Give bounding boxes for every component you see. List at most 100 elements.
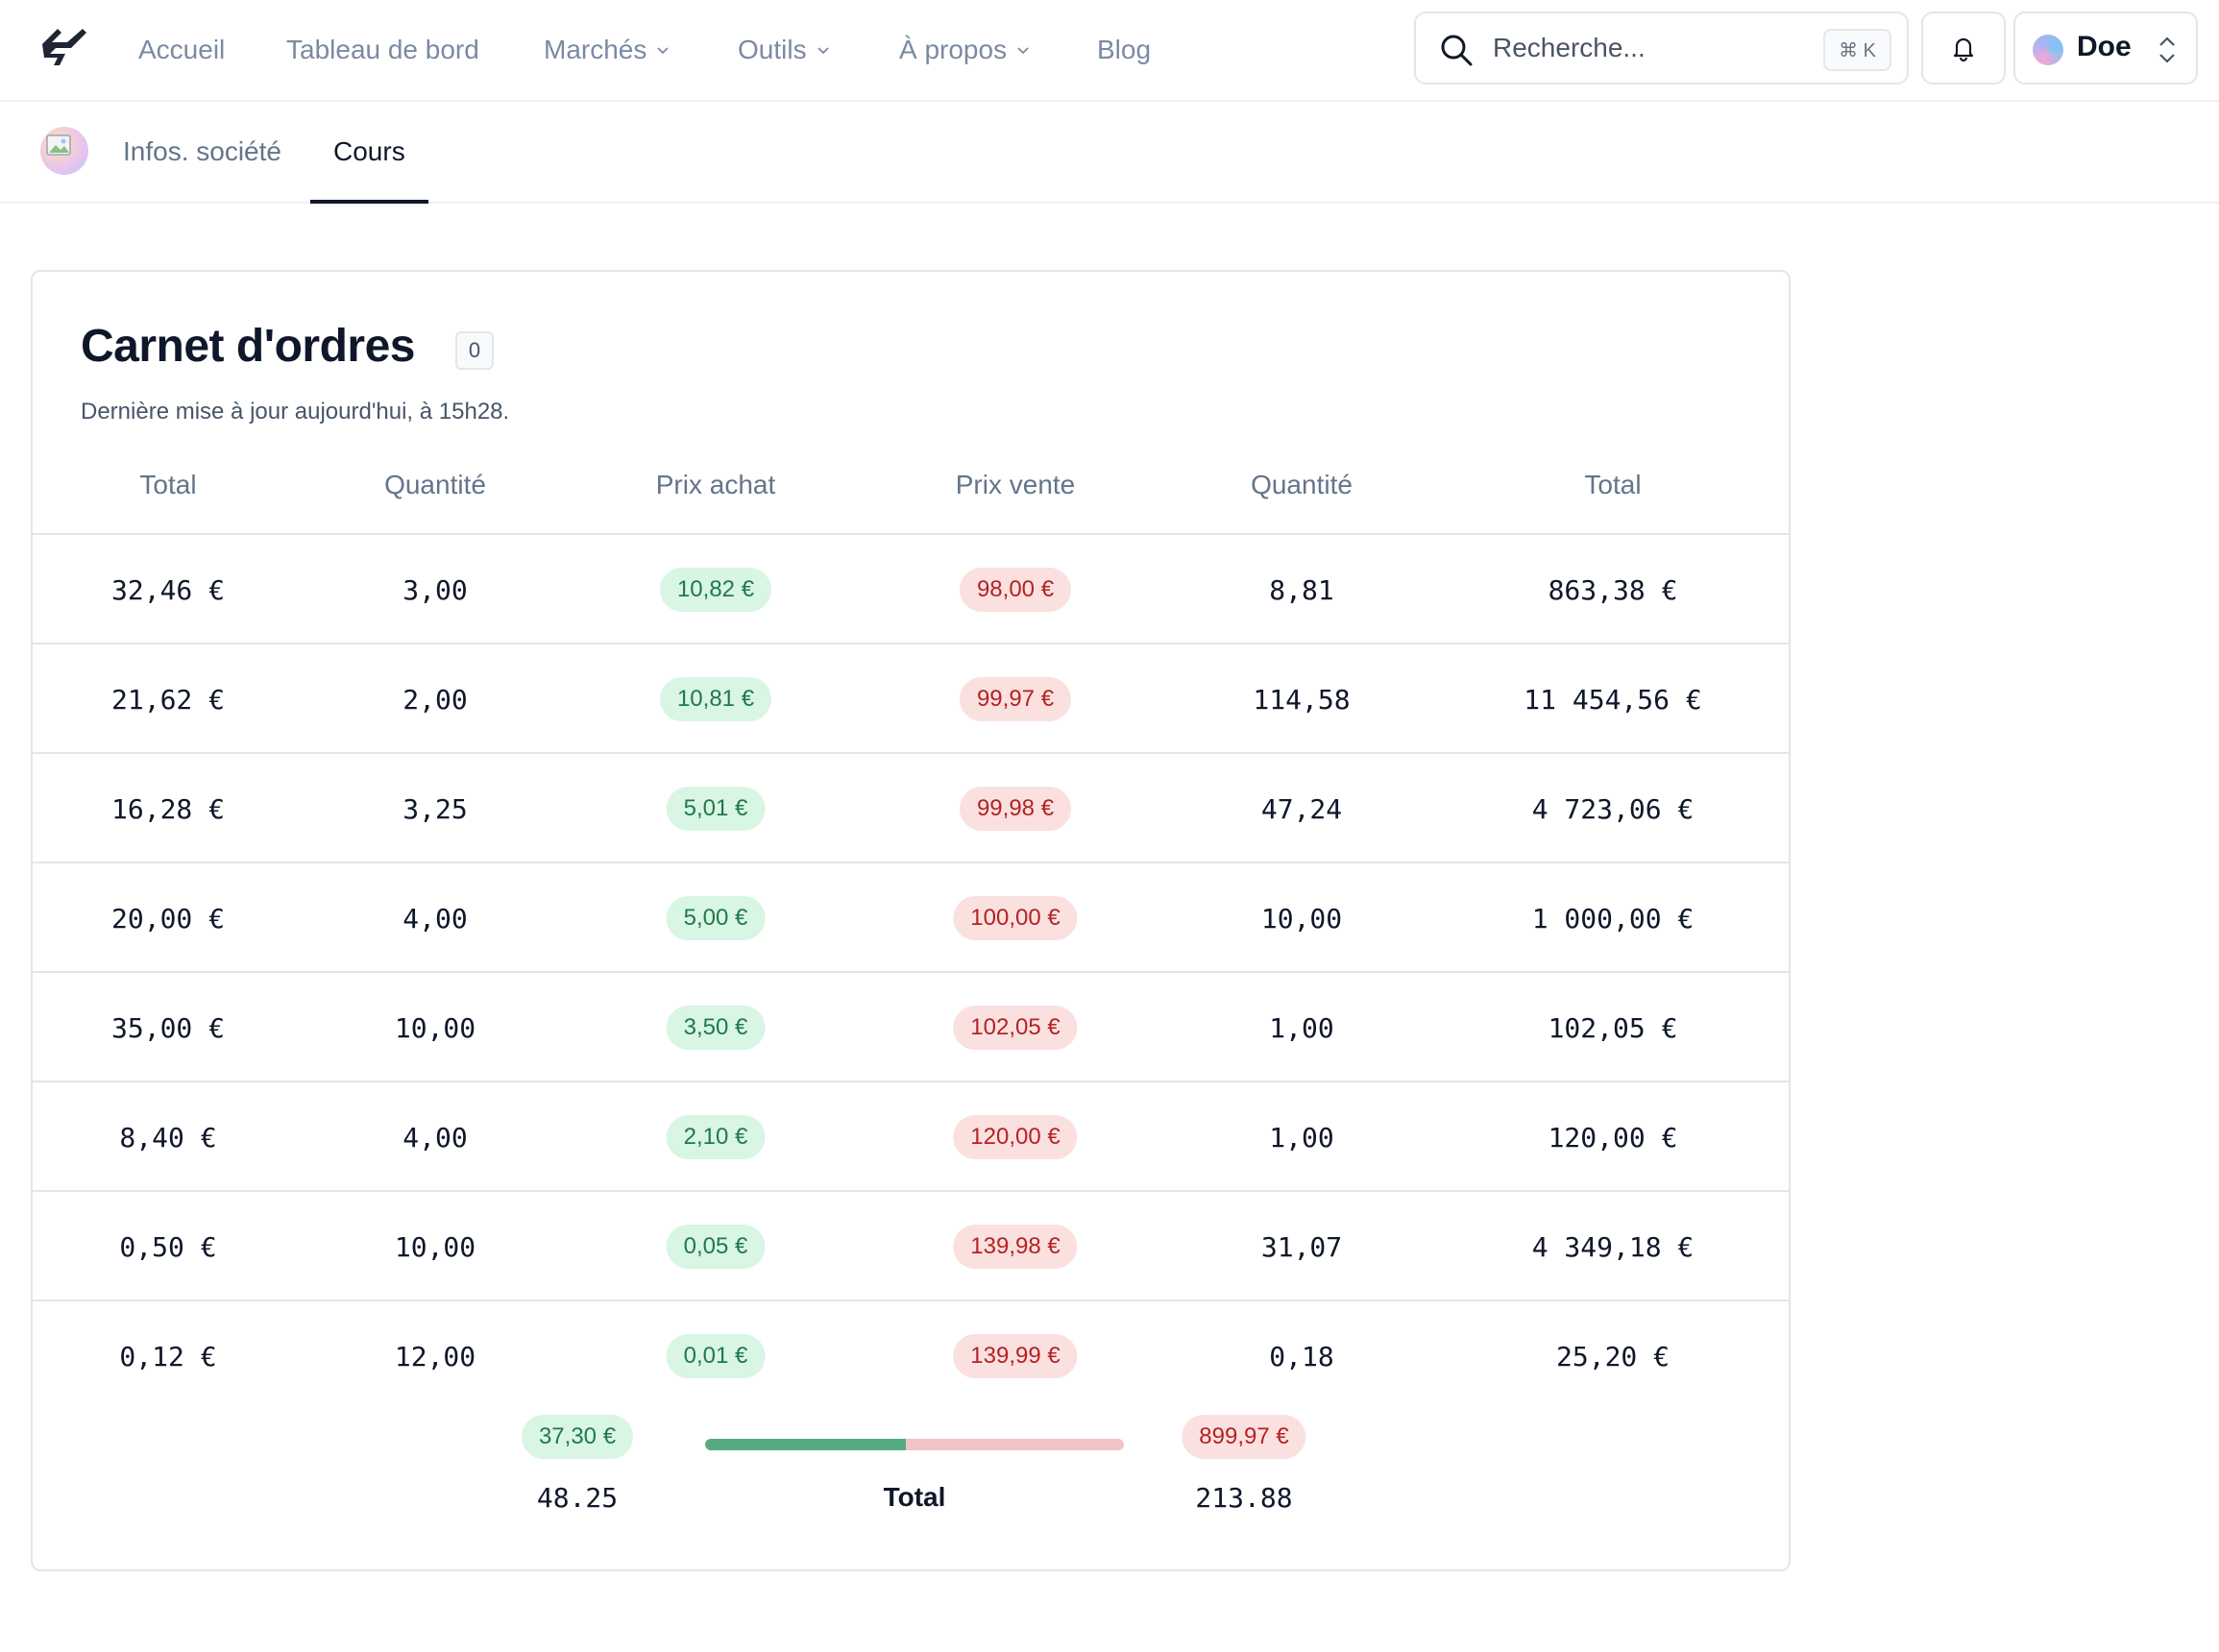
table-row: 20,00 € 4,00 5,00 € 100,00 € 10,00 1 000,00 €: [33, 863, 1789, 973]
bid-ratio-fill: [705, 1439, 907, 1450]
cell-ask-total: 120,00 €: [1548, 1121, 1678, 1154]
cell-bid-qty: 12,00: [394, 1340, 476, 1373]
tab-infos-societe[interactable]: Infos. société: [100, 102, 305, 202]
cell-bid-price: 10,82 €: [659, 535, 772, 644]
cell-ask-price: 100,00 €: [953, 863, 1078, 973]
bell-icon: [1953, 37, 1974, 62]
cell-bid-qty: 3,00: [402, 573, 468, 606]
cell-ask-price: 99,98 €: [959, 754, 1072, 863]
cell-bid-total: 21,62 €: [110, 683, 226, 716]
ask-price-pill: 100,00 €: [953, 896, 1078, 940]
cell-bid-price: 0,01 €: [666, 1301, 766, 1411]
cell-bid-total: 32,46 €: [110, 573, 226, 606]
chevron-down-icon: [817, 47, 829, 55]
ask-price-pill: 102,05 €: [953, 1006, 1078, 1050]
cell-bid-price: 0,05 €: [666, 1192, 766, 1301]
cell-bid-price: 10,81 €: [659, 644, 772, 754]
search-icon: [1441, 35, 1473, 66]
nav-item-marches[interactable]: Marchés: [544, 0, 670, 100]
table-header: Total Quantité Prix achat Prix vente Qua…: [33, 435, 1789, 535]
col-header-bid-total: Total: [139, 470, 197, 499]
cell-ask-qty: 31,07: [1260, 1230, 1343, 1263]
card-title: Carnet d'ordres: [81, 321, 416, 372]
ask-price-pill: 98,00 €: [959, 568, 1072, 612]
bid-price-pill: 0,01 €: [666, 1334, 766, 1378]
cell-bid-total: 35,00 €: [110, 1011, 226, 1044]
last-updated-text: Dernière mise à jour aujourd'hui, à 15h2…: [81, 399, 510, 425]
order-rows: 32,46 € 3,00 10,82 € 98,00 € 8,81 863,38 € 21,…: [33, 535, 1789, 1411]
cell-ask-qty: 1,00: [1269, 1121, 1334, 1154]
nav-item-outils[interactable]: Outils: [738, 0, 830, 100]
cell-bid-total: 20,00 €: [110, 902, 226, 935]
nav-item-tableau-de-bord[interactable]: Tableau de bord: [286, 0, 479, 100]
cell-bid-total: 0,50 €: [119, 1230, 217, 1263]
cell-ask-total: 4 723,06 €: [1531, 792, 1695, 825]
cell-ask-qty: 1,00: [1269, 1011, 1334, 1044]
ask-price-pill: 99,98 €: [959, 787, 1072, 831]
cell-bid-price: 5,00 €: [666, 863, 766, 973]
chevron-down-icon: [1017, 47, 1029, 55]
cell-bid-qty: 4,00: [402, 902, 468, 935]
nav-label: Marchés: [544, 35, 647, 64]
cell-bid-total: 16,28 €: [110, 792, 226, 825]
image-placeholder-icon: [46, 134, 71, 156]
tab-cours[interactable]: Cours: [310, 102, 428, 204]
table-row: 21,62 € 2,00 10,81 € 99,97 € 114,58 11 454,56…: [33, 644, 1789, 754]
cell-ask-price: 98,00 €: [959, 535, 1072, 644]
company-subnav: Infos. société Cours: [0, 102, 2219, 204]
top-navbar: Accueil Tableau de bord Marchés Outils À…: [0, 0, 2219, 102]
order-summary: 37,30 € 899,97 € 48.25 Total 213.88: [33, 1415, 1789, 1568]
tab-label: Cours: [333, 136, 405, 166]
cell-bid-qty: 4,00: [402, 1121, 468, 1154]
table-row: 32,46 € 3,00 10,82 € 98,00 € 8,81 863,38 €: [33, 535, 1789, 644]
cell-bid-qty: 10,00: [394, 1230, 476, 1263]
table-row: 35,00 € 10,00 3,50 € 102,05 € 1,00 102,05 €: [33, 973, 1789, 1082]
nav-item-a-propos[interactable]: À propos: [899, 0, 1030, 100]
cell-bid-price: 5,01 €: [666, 754, 766, 863]
cell-ask-qty: 8,81: [1269, 573, 1334, 606]
shortcut-hint: ⌘ K: [1823, 29, 1891, 71]
search-box[interactable]: ⌘ K: [1414, 12, 1909, 85]
nav-label: Outils: [738, 35, 807, 64]
cell-ask-price: 139,99 €: [953, 1301, 1078, 1411]
nav-label: Accueil: [138, 35, 226, 64]
bid-price-pill: 3,50 €: [666, 1006, 766, 1050]
bid-price-pill: 10,81 €: [659, 677, 772, 721]
app-logo-icon[interactable]: [38, 23, 90, 71]
cell-ask-total: 863,38 €: [1548, 573, 1678, 606]
cell-bid-price: 2,10 €: [666, 1082, 766, 1192]
order-book-card: Carnet d'ordres 0 Dernière mise à jour a…: [31, 270, 1791, 1571]
cell-ask-price: 120,00 €: [953, 1082, 1078, 1192]
nav-label: À propos: [899, 35, 1008, 64]
cell-ask-qty: 0,18: [1269, 1340, 1334, 1373]
table-row: 16,28 € 3,25 5,01 € 99,98 € 47,24 4 723,06 €: [33, 754, 1789, 863]
cell-ask-qty: 47,24: [1260, 792, 1343, 825]
ask-qty-total: 213.88: [1195, 1482, 1293, 1514]
nav-label: Blog: [1097, 35, 1152, 64]
cell-bid-total: 0,12 €: [119, 1340, 217, 1373]
cell-bid-qty: 10,00: [394, 1011, 476, 1044]
bid-qty-total: 48.25: [536, 1482, 619, 1514]
col-header-ask-price: Prix vente: [955, 470, 1076, 499]
ask-price-pill: 120,00 €: [953, 1115, 1078, 1159]
bid-price-pill: 0,05 €: [666, 1225, 766, 1269]
ask-price-pill: 139,98 €: [953, 1225, 1078, 1269]
search-input[interactable]: [1493, 29, 1781, 67]
chevron-up-down-icon: [2159, 36, 2175, 63]
cell-bid-qty: 2,00: [402, 683, 468, 716]
bid-price-pill: 5,00 €: [666, 896, 766, 940]
nav-item-blog[interactable]: Blog: [1097, 0, 1151, 100]
user-name: Doe: [2077, 31, 2132, 62]
notifications-button[interactable]: [1921, 12, 2006, 85]
nav-item-accueil[interactable]: Accueil: [138, 0, 225, 100]
bid-price-pill: 5,01 €: [666, 787, 766, 831]
col-header-ask-qty: Quantité: [1251, 470, 1353, 499]
ask-price-pill: 139,99 €: [953, 1334, 1078, 1378]
cell-ask-total: 11 454,56 €: [1524, 683, 1702, 716]
cell-ask-total: 1 000,00 €: [1531, 902, 1695, 935]
user-menu-button[interactable]: Doe: [2013, 12, 2198, 85]
cell-ask-total: 25,20 €: [1555, 1340, 1670, 1373]
cell-ask-total: 102,05 €: [1548, 1011, 1678, 1044]
bid-ask-ratio-bar: [705, 1439, 1124, 1450]
cell-ask-qty: 114,58: [1253, 683, 1351, 716]
